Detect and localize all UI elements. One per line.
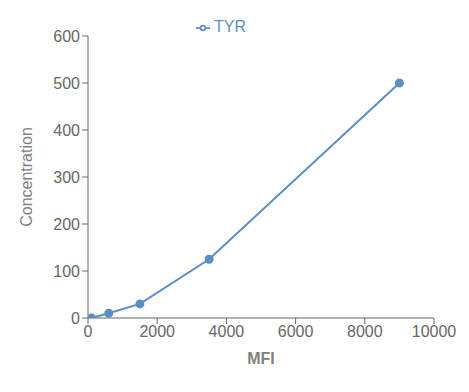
svg-text:300: 300 bbox=[53, 169, 80, 186]
svg-text:600: 600 bbox=[53, 28, 80, 45]
svg-text:8000: 8000 bbox=[347, 323, 383, 340]
svg-text:10000: 10000 bbox=[412, 323, 457, 340]
svg-text:Concentration: Concentration bbox=[18, 127, 35, 227]
html-text:TYR: TYR bbox=[214, 18, 246, 35]
svg-text:MFI: MFI bbox=[247, 350, 275, 367]
svg-text:500: 500 bbox=[53, 75, 80, 92]
svg-text:100: 100 bbox=[53, 263, 80, 280]
svg-text:400: 400 bbox=[53, 122, 80, 139]
svg-text:4000: 4000 bbox=[209, 323, 245, 340]
svg-text:0: 0 bbox=[71, 310, 80, 327]
svg-text:200: 200 bbox=[53, 216, 80, 233]
svg-text:0: 0 bbox=[84, 323, 93, 340]
svg-text:6000: 6000 bbox=[278, 323, 314, 340]
svg-text:2000: 2000 bbox=[139, 323, 175, 340]
